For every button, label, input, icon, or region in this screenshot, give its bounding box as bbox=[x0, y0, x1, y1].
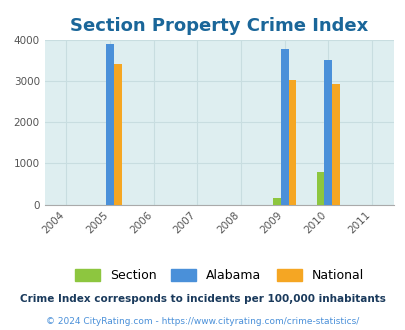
Bar bbox=[272, 198, 280, 205]
Bar bbox=[106, 44, 114, 205]
Bar bbox=[324, 60, 331, 205]
Bar bbox=[316, 172, 324, 205]
Bar bbox=[280, 49, 288, 205]
Text: Crime Index corresponds to incidents per 100,000 inhabitants: Crime Index corresponds to incidents per… bbox=[20, 294, 385, 304]
Legend: Section, Alabama, National: Section, Alabama, National bbox=[70, 264, 368, 287]
Bar bbox=[114, 63, 121, 205]
Title: Section Property Crime Index: Section Property Crime Index bbox=[70, 17, 367, 35]
Bar bbox=[331, 84, 339, 205]
Bar bbox=[288, 80, 296, 205]
Text: © 2024 CityRating.com - https://www.cityrating.com/crime-statistics/: © 2024 CityRating.com - https://www.city… bbox=[46, 317, 359, 326]
